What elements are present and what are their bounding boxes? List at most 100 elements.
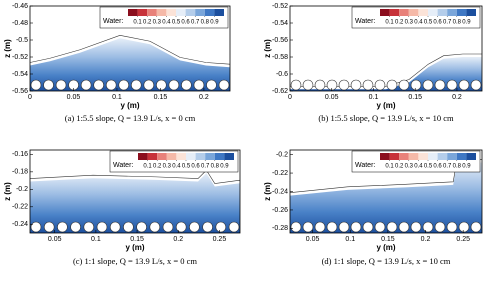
y-tick-label: -0.46: [12, 3, 28, 10]
colorbar-tick-label: 0.1: [385, 164, 394, 170]
x-tick-label: 0.05: [48, 236, 62, 243]
colorbar-cell: [447, 153, 457, 160]
colorbar-tick-label: 0.9: [220, 164, 229, 170]
colorbar-cell: [156, 9, 167, 16]
y-tick-label: -0.52: [12, 54, 28, 61]
x-tick-label: 0.15: [381, 236, 395, 243]
colorbar-cell: [380, 9, 390, 16]
stone: [70, 221, 81, 233]
stone: [181, 79, 192, 91]
x-axis-label: y (m): [376, 243, 395, 252]
x-tick-label: 0.2: [199, 94, 209, 101]
panel: 0.05 0.1 0.15 0.2 0.25 -0.24 -0.22 -0.2 -0.18 -0.…: [3, 149, 241, 266]
colorbar-cell: [456, 9, 467, 16]
legend-label: Water:: [103, 18, 123, 25]
stone: [338, 79, 350, 91]
colorbar-tick-label: 0.1: [143, 164, 152, 170]
colorbar-cell: [389, 9, 400, 16]
stone: [422, 79, 434, 91]
colorbar-cell: [428, 9, 438, 16]
panel: 0 0.05 0.1 0.15 0.2 -0.56 -0.54 -0.52 -0.5 -0.48 -…: [3, 3, 231, 123]
x-tick-label: 0.15: [408, 94, 422, 101]
x-tick-label: 0.1: [369, 94, 379, 101]
colorbar-tick-label: 0.7: [443, 20, 452, 26]
x-tick-label: 0: [28, 94, 32, 101]
colorbar-tick-label: 0.6: [181, 20, 190, 26]
colorbar-tick-label: 0.5: [182, 164, 191, 170]
stone: [57, 221, 68, 233]
stone: [156, 79, 167, 91]
plot-frame: [29, 5, 231, 92]
x-tick-label: 0.25: [456, 236, 470, 243]
colorbar-cell: [138, 153, 148, 160]
x-axis-label: y (m): [125, 243, 144, 252]
y-axis-label: z (m): [3, 39, 12, 58]
stone: [374, 79, 386, 91]
colorbar-tick-label: 0.8: [211, 164, 220, 170]
colorbar-cell: [408, 153, 419, 160]
x-tick-label: 0.15: [130, 236, 144, 243]
stone: [302, 221, 314, 233]
stone: [136, 221, 147, 233]
y-tick-label: -0.54: [12, 71, 28, 78]
x-tick-label: 0.2: [452, 94, 462, 101]
colorbar-tick-label: 0.5: [424, 164, 433, 170]
water-region: [290, 162, 482, 233]
colorbar-tick-label: 0.2: [143, 20, 152, 26]
stone: [410, 221, 422, 233]
colorbar-cell: [418, 9, 428, 16]
plot-frame: [29, 149, 241, 234]
y-tick-label: -0.22: [272, 170, 288, 177]
y-tick-label: -0.6: [276, 71, 288, 78]
legend-label: Water:: [355, 18, 375, 25]
x-tick-label: 0.1: [91, 236, 101, 243]
colorbar-tick-label: 0.3: [405, 20, 414, 26]
panel: 0 0.05 0.1 0.15 0.2 -0.62 -0.6 -0.58 -0.56 -0.54 -…: [263, 3, 483, 123]
stone: [338, 221, 350, 233]
colorbar-tick-label: 0.7: [201, 164, 210, 170]
stone: [410, 79, 422, 91]
colorbar-cell: [399, 153, 409, 160]
x-tick-label: 0.05: [325, 94, 339, 101]
colorbar-cell: [214, 153, 225, 160]
stone: [105, 79, 117, 91]
stone: [314, 79, 326, 91]
colorbar-tick-label: 0.2: [395, 164, 404, 170]
colorbar-cell: [399, 9, 409, 16]
colorbar-tick-label: 0.4: [414, 20, 423, 26]
colorbar-cell: [428, 153, 438, 160]
y-tick-label: -0.5: [16, 37, 28, 44]
y-tick-label: -0.48: [12, 20, 28, 27]
colorbar-tick-label: 0.6: [433, 164, 442, 170]
colorbar-tick-label: 0.9: [462, 20, 471, 26]
stone: [206, 79, 217, 91]
colorbar-cell: [166, 153, 177, 160]
colorbar-cell: [418, 153, 428, 160]
colorbar-cell: [437, 9, 448, 16]
colorbar-cell: [195, 153, 206, 160]
stone: [149, 221, 161, 233]
stone: [458, 221, 470, 233]
x-axis-label: y (m): [120, 101, 139, 110]
x-tick-label: 0.1: [112, 94, 122, 101]
x-tick-label: 0.1: [345, 236, 355, 243]
stone: [83, 221, 95, 233]
free-surface: [290, 53, 482, 87]
colorbar-cell: [186, 153, 196, 160]
water-region: [290, 57, 482, 91]
stone: [30, 221, 42, 233]
x-tick-label: 0.05: [306, 236, 320, 243]
colorbar-cell: [195, 9, 205, 16]
stone: [162, 221, 174, 233]
stone: [362, 79, 374, 91]
y-tick-label: -0.62: [272, 88, 288, 95]
stone: [374, 221, 386, 233]
y-tick-label: -0.58: [272, 54, 288, 61]
colorbar-tick-label: 0.9: [462, 164, 471, 170]
free-surface: [29, 169, 241, 184]
colorbar-tick-label: 0.9: [210, 20, 219, 26]
colorbar-tick-label: 0.7: [443, 164, 452, 170]
stone: [422, 221, 434, 233]
plot-frame: [289, 5, 483, 92]
colorbar-tick-label: 0.5: [172, 20, 181, 26]
